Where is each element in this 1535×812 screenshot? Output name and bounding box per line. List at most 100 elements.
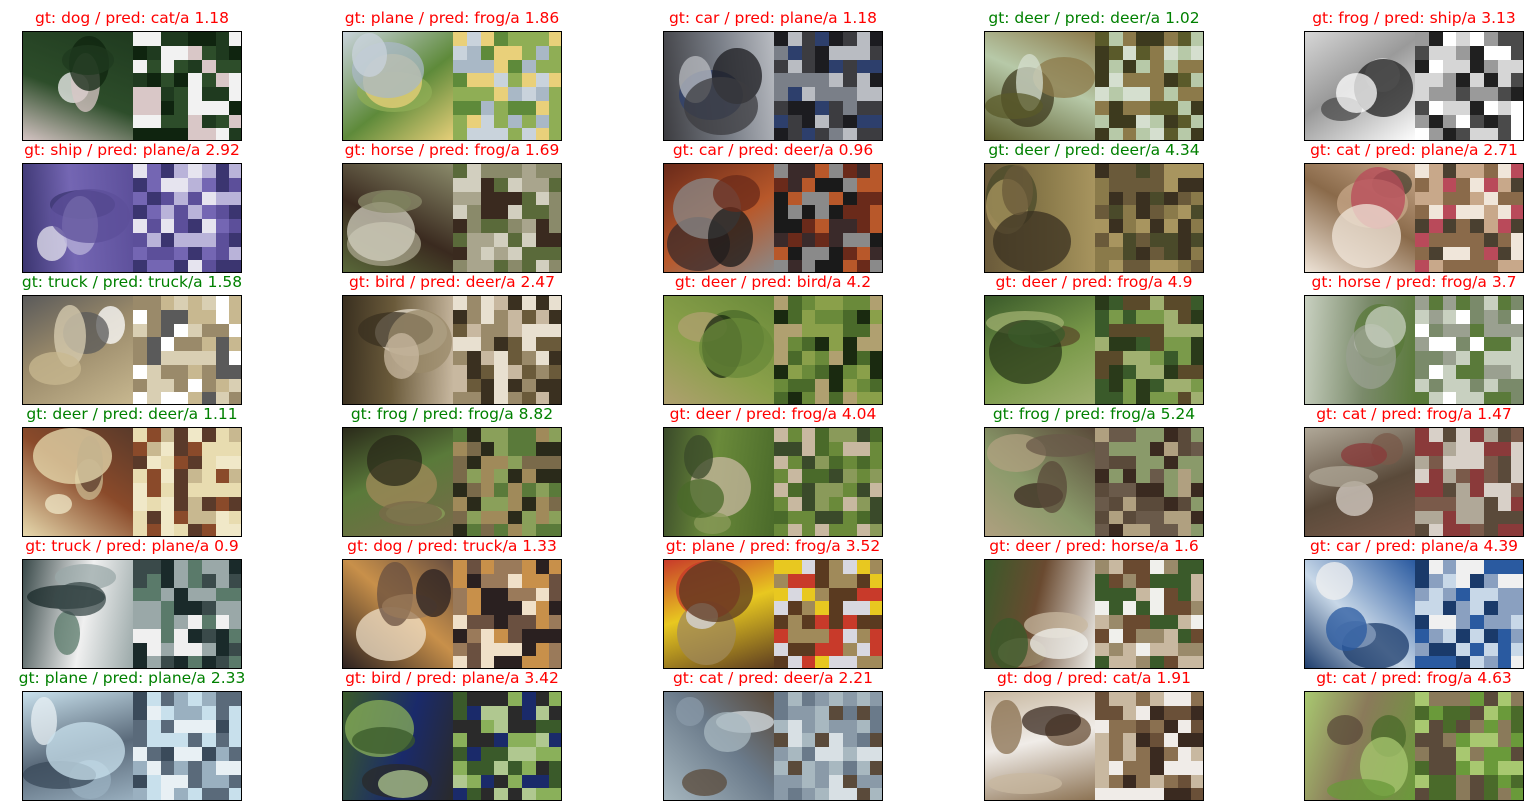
patch [480,309,495,324]
patch [229,309,241,324]
patch [1415,323,1429,338]
patch [521,219,536,233]
patch [774,205,788,219]
patch [494,351,508,365]
patch [1483,246,1498,261]
patch [1108,378,1123,393]
patch [1470,705,1484,720]
patch [133,642,147,657]
patch [1442,114,1457,129]
patch [1108,246,1123,261]
patch [1108,114,1123,129]
patch [535,455,550,470]
patch [480,573,495,588]
patch [1163,656,1178,668]
patch [870,87,882,101]
patch [494,32,508,46]
panel-caption: gt: horse / pred: frog/a 3.7 [1311,273,1517,291]
patch [466,788,481,800]
patch [453,100,467,115]
patch [856,774,871,789]
panel-image [22,295,242,405]
patch [229,524,241,536]
patch [1428,455,1443,470]
patch [1095,524,1109,536]
panel-image [1304,163,1524,273]
patch [787,87,802,101]
patch [1108,177,1123,192]
original-image [343,32,453,140]
patch [1108,483,1123,497]
patch [1177,615,1192,629]
patch [160,32,175,46]
patch [1470,733,1484,747]
patch [146,309,161,324]
patch [535,788,550,800]
panel-caption: gt: car / pred: deer/a 0.96 [672,141,874,159]
patch [521,100,536,115]
patch [870,323,882,338]
panel-caption: gt: dog / pred: cat/a 1.91 [997,669,1191,687]
panel-caption: gt: dog / pred: truck/a 1.33 [347,537,557,555]
patch [801,351,816,365]
patch [521,587,536,602]
patch [215,364,230,379]
patch [453,73,467,87]
patch [1415,573,1429,588]
patch [1177,378,1192,393]
patch [160,260,175,272]
image-region [677,479,724,518]
patch [1428,323,1443,338]
patch [466,747,481,761]
patch [508,788,522,800]
patch [870,774,882,789]
patch [1442,392,1457,404]
patch [1442,32,1457,46]
patch [1497,719,1512,734]
patch [829,760,843,775]
patch [815,128,829,140]
patch [508,32,522,46]
patch [494,587,508,602]
patch [1428,628,1443,643]
patch [1483,45,1498,60]
patch [453,59,467,74]
patch [1456,788,1470,800]
patch [453,246,467,261]
patch [133,392,147,404]
patch [508,705,522,720]
patch [188,32,202,46]
patch [201,87,216,101]
patch [1497,483,1512,497]
patch [1095,455,1109,470]
patch [842,177,857,192]
patch [1122,392,1137,404]
patch [1136,164,1150,178]
patch [174,296,188,310]
panel-caption: gt: deer / pred: deer/a 4.34 [988,141,1200,159]
patch [174,364,188,379]
patch [480,615,495,629]
masked-patches [133,428,241,536]
patch [535,496,550,511]
patch [494,747,508,761]
patch [787,601,802,615]
patch [201,296,216,310]
patch [1150,642,1164,657]
patch [160,73,175,87]
patch [842,524,857,536]
patch [1095,296,1109,310]
patch [453,260,467,272]
patch [801,573,816,588]
patch [1428,232,1443,247]
patch [494,59,508,74]
patch [508,337,522,351]
patch [1163,114,1178,129]
patch [480,510,495,525]
patch [870,296,882,310]
patch [146,323,161,338]
patch [215,428,230,442]
patch [842,364,857,379]
patch [480,323,495,338]
patch [201,656,216,668]
